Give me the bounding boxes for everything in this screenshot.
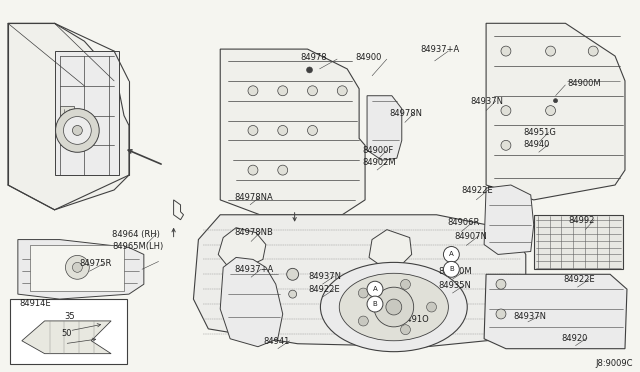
Text: J8:9009C: J8:9009C <box>595 359 633 368</box>
Polygon shape <box>8 23 129 210</box>
Polygon shape <box>30 244 124 291</box>
Circle shape <box>401 325 410 335</box>
Circle shape <box>358 288 368 298</box>
Text: 84975R: 84975R <box>79 259 112 269</box>
Text: 84922E: 84922E <box>308 285 340 294</box>
Polygon shape <box>22 321 111 354</box>
Text: B: B <box>372 301 378 307</box>
Circle shape <box>248 86 258 96</box>
Text: 84922E: 84922E <box>461 186 493 195</box>
Text: 84907N: 84907N <box>454 232 487 241</box>
Circle shape <box>72 125 83 135</box>
Circle shape <box>367 281 383 297</box>
Circle shape <box>337 86 348 96</box>
Text: 84978NA: 84978NA <box>234 193 273 202</box>
Text: 84978: 84978 <box>301 53 327 62</box>
Text: 50: 50 <box>61 329 72 338</box>
Text: A: A <box>449 251 454 257</box>
Bar <box>10 299 127 363</box>
Polygon shape <box>218 228 266 267</box>
Circle shape <box>427 302 436 312</box>
Ellipse shape <box>339 273 449 341</box>
Circle shape <box>367 296 383 312</box>
Text: 84900F: 84900F <box>362 146 394 155</box>
Text: 84910M: 84910M <box>438 267 472 276</box>
Text: 8491O: 8491O <box>402 315 429 324</box>
Circle shape <box>496 309 506 319</box>
Circle shape <box>501 46 511 56</box>
Text: 84902M: 84902M <box>362 158 396 167</box>
Circle shape <box>278 125 288 135</box>
Text: 84937+A: 84937+A <box>234 265 273 275</box>
Circle shape <box>308 86 317 96</box>
Text: 84900M: 84900M <box>568 79 601 88</box>
Polygon shape <box>369 230 412 264</box>
Circle shape <box>546 106 556 116</box>
Text: 84964 (RH): 84964 (RH) <box>112 230 160 239</box>
Circle shape <box>444 247 460 262</box>
Circle shape <box>248 165 258 175</box>
Circle shape <box>278 165 288 175</box>
Text: A: A <box>372 286 378 292</box>
Circle shape <box>386 299 402 315</box>
Text: 84937N: 84937N <box>308 272 342 281</box>
Circle shape <box>588 46 598 56</box>
Text: 84900: 84900 <box>355 53 381 62</box>
Circle shape <box>401 279 410 289</box>
Circle shape <box>496 279 506 289</box>
Circle shape <box>248 125 258 135</box>
Circle shape <box>358 316 368 326</box>
Text: 84920: 84920 <box>561 334 588 343</box>
Circle shape <box>501 140 511 150</box>
Bar <box>301 61 319 79</box>
Polygon shape <box>54 51 119 175</box>
Circle shape <box>554 99 557 103</box>
Circle shape <box>546 46 556 56</box>
Text: 84978N: 84978N <box>389 109 422 118</box>
Polygon shape <box>18 240 144 299</box>
Circle shape <box>307 67 312 73</box>
Text: 84941: 84941 <box>263 337 289 346</box>
Circle shape <box>289 290 296 298</box>
Circle shape <box>501 106 511 116</box>
Text: 84978NB: 84978NB <box>234 228 273 237</box>
Polygon shape <box>193 215 526 347</box>
Polygon shape <box>220 257 283 347</box>
Text: 84906R: 84906R <box>447 218 480 227</box>
Circle shape <box>72 262 83 272</box>
Polygon shape <box>486 23 625 200</box>
Text: B: B <box>449 266 454 272</box>
Polygon shape <box>484 185 534 254</box>
Text: 84937N: 84937N <box>513 312 546 321</box>
Circle shape <box>287 268 299 280</box>
Polygon shape <box>367 96 402 160</box>
Circle shape <box>65 256 90 279</box>
Text: 84965M(LH): 84965M(LH) <box>112 241 163 251</box>
Text: 84992: 84992 <box>568 216 595 225</box>
Text: 84914E: 84914E <box>20 299 51 308</box>
Polygon shape <box>220 49 365 215</box>
Text: 84922E: 84922E <box>563 275 595 284</box>
Text: 84937N: 84937N <box>470 97 503 106</box>
Circle shape <box>278 86 288 96</box>
Text: 84937+A: 84937+A <box>420 45 460 54</box>
Polygon shape <box>60 106 74 125</box>
Text: 35: 35 <box>65 312 75 321</box>
Circle shape <box>374 287 413 327</box>
Circle shape <box>63 116 92 144</box>
Polygon shape <box>484 274 627 349</box>
Ellipse shape <box>321 262 467 352</box>
Circle shape <box>308 125 317 135</box>
Text: 84935N: 84935N <box>438 281 471 290</box>
Circle shape <box>56 109 99 152</box>
Text: 84951G: 84951G <box>524 128 557 138</box>
Text: 84940: 84940 <box>524 140 550 150</box>
Circle shape <box>444 262 460 277</box>
Polygon shape <box>534 215 623 269</box>
